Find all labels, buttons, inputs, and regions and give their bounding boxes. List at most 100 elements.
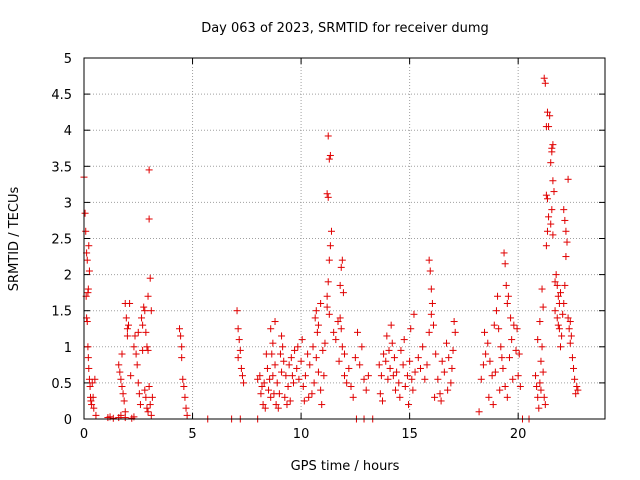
data-point (568, 354, 576, 362)
data-point (269, 372, 277, 380)
data-point (272, 401, 280, 409)
data-point (122, 314, 130, 322)
data-point (87, 397, 95, 405)
data-point (117, 375, 125, 383)
data-point (85, 267, 93, 275)
data-point (177, 332, 185, 340)
data-point (535, 404, 543, 412)
data-point (533, 383, 541, 391)
data-point (553, 281, 561, 289)
data-point (135, 390, 143, 398)
data-point (291, 346, 299, 354)
data-point (147, 411, 155, 419)
data-point (489, 401, 497, 409)
data-point (312, 354, 320, 362)
data-point (450, 318, 458, 326)
data-point (281, 393, 289, 401)
data-point (427, 285, 435, 293)
data-point (496, 386, 504, 394)
data-point (146, 274, 154, 282)
data-point (486, 357, 494, 365)
data-point (86, 383, 94, 391)
data-point (238, 372, 246, 380)
data-point (552, 271, 560, 279)
data-point (178, 343, 186, 351)
data-point (431, 393, 439, 401)
data-point (300, 397, 308, 405)
data-point (309, 343, 317, 351)
y-tick-label: 3.5 (51, 160, 72, 175)
data-point (276, 350, 284, 358)
data-point (384, 375, 392, 383)
data-point (134, 328, 142, 336)
data-point (405, 401, 413, 409)
data-point (148, 393, 156, 401)
data-point (502, 281, 510, 289)
data-point (536, 318, 544, 326)
data-point (400, 336, 408, 344)
data-point (434, 375, 442, 383)
data-point (401, 383, 409, 391)
data-point (130, 343, 138, 351)
data-point (343, 379, 351, 387)
data-point (116, 368, 124, 376)
data-point (323, 190, 331, 198)
data-point (448, 364, 456, 372)
data-point (540, 393, 548, 401)
data-point (314, 368, 322, 376)
data-point (537, 357, 545, 365)
data-point (488, 372, 496, 380)
data-point (133, 361, 141, 369)
data-point (574, 386, 582, 394)
data-point (561, 216, 569, 224)
data-point (554, 321, 562, 329)
data-point (141, 386, 149, 394)
data-point (118, 383, 126, 391)
data-point (323, 292, 331, 300)
data-point (308, 390, 316, 398)
data-point (120, 397, 128, 405)
x-tick-label: 20 (510, 427, 527, 442)
data-point (338, 343, 346, 351)
x-tick-label: 0 (80, 427, 88, 442)
data-point (125, 321, 133, 329)
data-point (325, 256, 333, 264)
data-point (386, 364, 394, 372)
y-tick-label: 0 (64, 413, 72, 428)
data-point (537, 386, 545, 394)
data-point (260, 379, 268, 387)
data-point (88, 379, 96, 387)
data-point (92, 411, 100, 419)
x-tick-label: 5 (188, 427, 196, 442)
data-point (509, 375, 517, 383)
data-point (500, 249, 508, 257)
data-point (382, 357, 390, 365)
data-point (337, 263, 345, 271)
data-point (318, 401, 326, 409)
data-point (562, 253, 570, 261)
data-point (445, 354, 453, 362)
data-point (542, 242, 550, 250)
x-tick-label: 10 (293, 427, 310, 442)
data-point (392, 386, 400, 394)
y-tick-label: 2 (64, 269, 72, 284)
data-point (547, 220, 555, 228)
data-point (284, 383, 292, 391)
data-point (505, 354, 513, 362)
data-point (109, 414, 117, 422)
data-point (85, 364, 93, 372)
data-point (510, 321, 518, 329)
y-tick-label: 1.5 (51, 305, 72, 320)
data-point (547, 159, 555, 167)
data-point (145, 166, 153, 174)
data-point (234, 325, 242, 333)
data-point (324, 132, 332, 140)
data-point (451, 328, 459, 336)
data-point (81, 209, 89, 217)
data-point (118, 350, 126, 358)
data-point (403, 372, 411, 380)
data-point (131, 332, 139, 340)
data-point (512, 346, 520, 354)
data-point (274, 404, 282, 412)
data-point (254, 375, 262, 383)
